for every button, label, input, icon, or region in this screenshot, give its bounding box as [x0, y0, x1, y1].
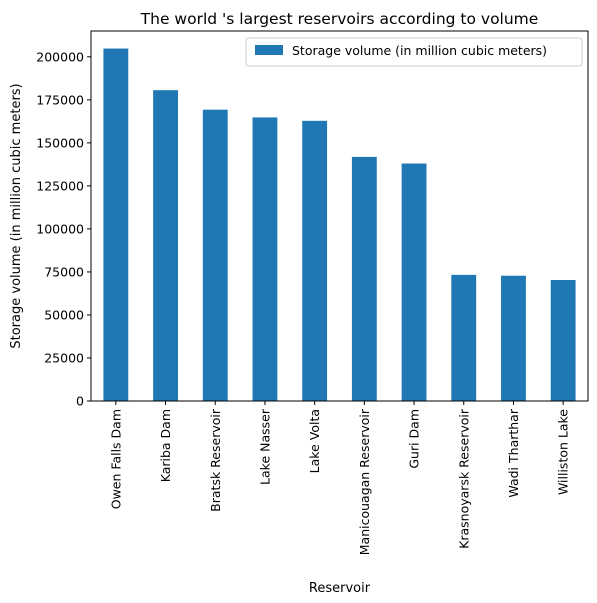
bar: [451, 274, 477, 401]
x-axis: Owen Falls Dam Kariba Dam Bratsk Reservoir…: [108, 401, 571, 555]
x-tick-label: Krasnoyarsk Reservoir: [456, 408, 471, 549]
y-tick-label: 25000: [44, 350, 84, 365]
bar: [153, 90, 178, 401]
y-tick-label: 50000: [44, 307, 84, 322]
x-tick-label: Manicouagan Reservoir: [357, 408, 372, 555]
plot-frame: [90, 30, 589, 402]
bar: [103, 48, 129, 401]
x-axis-label: Reservoir: [309, 581, 371, 596]
bar: [252, 117, 278, 402]
bar: [202, 109, 228, 401]
x-tick-label: Lake Volta: [307, 409, 322, 473]
y-tick-label: 125000: [36, 178, 84, 193]
y-tick-label: 200000: [36, 49, 84, 64]
y-tick-label: 75000: [44, 264, 84, 279]
legend-label: Storage volume (in million cubic meters): [292, 43, 547, 58]
y-tick-label: 175000: [36, 92, 84, 107]
bar: [302, 120, 328, 402]
legend-box: [245, 37, 583, 67]
x-tick-label: Wadi Tharthar: [506, 408, 521, 497]
x-tick-label: Owen Falls Dam: [108, 409, 123, 509]
y-axis: 0 25000 50000 75000 100000 125000 150000 175000…: [36, 49, 91, 409]
bar: [401, 163, 427, 401]
x-tick-label: Guri Dam: [407, 409, 422, 469]
bar: [351, 156, 377, 401]
legend-swatch: [255, 45, 283, 55]
y-tick-label: 100000: [36, 221, 84, 236]
y-tick-label: 150000: [36, 135, 84, 150]
x-tick-label: Kariba Dam: [158, 409, 173, 482]
bar: [501, 275, 526, 401]
y-tick-label: 0: [76, 394, 84, 409]
y-axis-label: Storage volume (in million cubic meters): [9, 83, 24, 348]
x-tick-label: Bratsk Reservoir: [208, 408, 223, 512]
legend: Storage volume (in million cubic meters): [245, 37, 583, 67]
chart-title: The world 's largest reservoirs accordin…: [140, 10, 539, 28]
bars-group: [103, 48, 576, 402]
x-tick-label: Lake Nasser: [257, 408, 272, 485]
bar: [550, 280, 576, 401]
x-tick-label: Williston Lake: [556, 409, 571, 495]
